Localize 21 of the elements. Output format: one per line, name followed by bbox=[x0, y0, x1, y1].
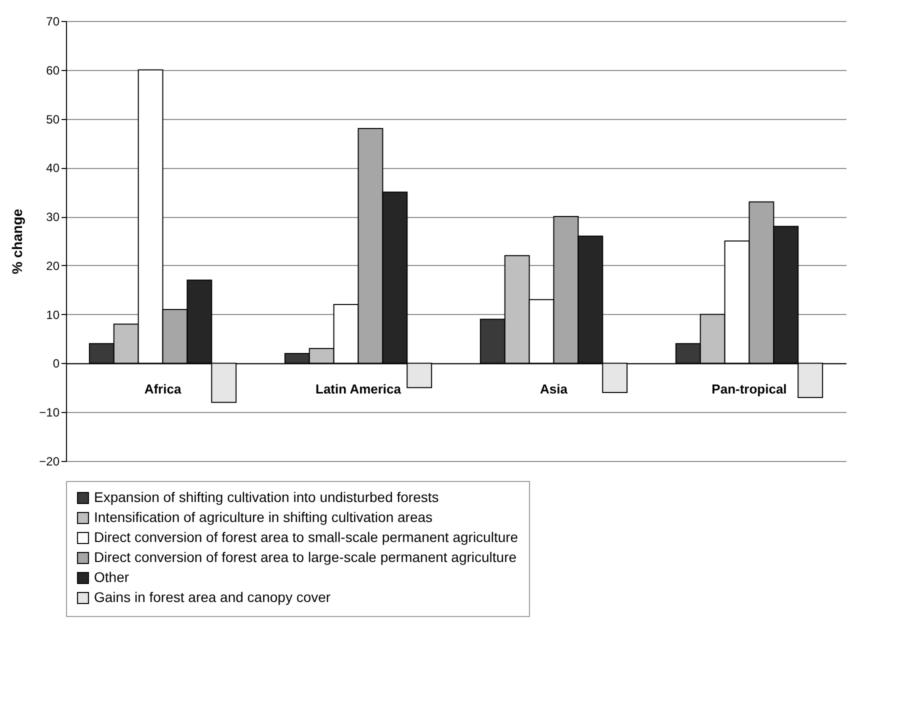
legend-label: Direct conversion of forest area to large-scale permanent agriculture bbox=[94, 549, 517, 565]
x-tick-label: Asia bbox=[540, 382, 568, 397]
y-axis-title: % change bbox=[9, 208, 26, 274]
y-tick-label: 20 bbox=[46, 258, 60, 273]
y-tick-label: 70 bbox=[46, 14, 60, 28]
y-tick-label: 10 bbox=[46, 308, 60, 322]
x-tick-label: Africa bbox=[144, 382, 182, 397]
legend-label: Expansion of shifting cultivation into undisturbed forests bbox=[94, 489, 439, 505]
y-tick-label: 60 bbox=[46, 63, 60, 78]
legend-label: Direct conversion of forest area to small-scale permanent agriculture bbox=[94, 529, 518, 545]
y-tick-label: 40 bbox=[46, 161, 60, 176]
x-tick-label: Pan-tropical bbox=[712, 382, 787, 397]
y-tick-label: 50 bbox=[46, 112, 60, 126]
y-tick-label: 0 bbox=[52, 356, 60, 371]
x-tick-label: Latin America bbox=[316, 382, 402, 397]
y-tick-label: −10 bbox=[39, 406, 60, 420]
y-tick-label: 30 bbox=[46, 210, 60, 224]
legend-label: Intensification of agriculture in shifting cultivation areas bbox=[94, 509, 433, 525]
legend-label: Gains in forest area and canopy cover bbox=[94, 589, 331, 605]
legend-label: Other bbox=[94, 569, 130, 585]
y-tick-label: −20 bbox=[39, 454, 60, 468]
